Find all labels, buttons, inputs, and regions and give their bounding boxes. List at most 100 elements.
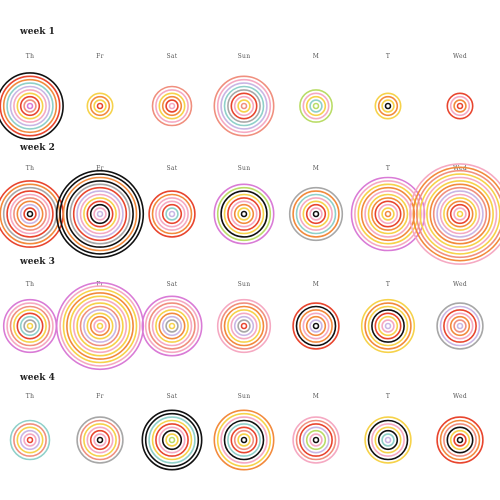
day-label: T bbox=[386, 281, 390, 288]
ring bbox=[13, 423, 47, 457]
ring bbox=[227, 89, 261, 123]
week-row: week 3 Th Fr Sat Sun M T Wed bbox=[2, 257, 484, 371]
ring bbox=[377, 315, 399, 337]
ring bbox=[456, 210, 464, 218]
ring bbox=[377, 95, 399, 117]
ring bbox=[233, 203, 255, 225]
day-label: Wed bbox=[453, 281, 467, 288]
day-ring-cluster bbox=[436, 416, 484, 464]
ring bbox=[419, 173, 500, 255]
day-label: Th bbox=[26, 53, 34, 60]
ring bbox=[220, 416, 268, 464]
ring bbox=[292, 302, 340, 350]
ring bbox=[367, 193, 409, 235]
ring bbox=[155, 197, 189, 231]
ring bbox=[79, 193, 121, 235]
day-label: Wed bbox=[453, 393, 467, 400]
ring bbox=[384, 102, 392, 110]
ring bbox=[9, 85, 51, 127]
ring bbox=[371, 197, 405, 231]
day-ring-cluster bbox=[213, 183, 275, 245]
ring bbox=[360, 298, 416, 354]
ring bbox=[96, 322, 104, 330]
ring bbox=[161, 315, 183, 337]
ring bbox=[377, 203, 399, 225]
ring bbox=[79, 419, 121, 461]
ring bbox=[233, 315, 255, 337]
ring bbox=[220, 82, 268, 130]
ring bbox=[96, 210, 104, 218]
ring bbox=[305, 429, 327, 451]
ring bbox=[16, 426, 44, 454]
ring bbox=[216, 412, 272, 468]
ring bbox=[233, 429, 255, 451]
ring bbox=[443, 309, 477, 343]
day-ring-cluster bbox=[55, 169, 145, 259]
ring bbox=[374, 92, 402, 120]
ring bbox=[237, 207, 251, 221]
ring bbox=[429, 183, 491, 245]
day-label: Sun bbox=[238, 165, 251, 172]
ring bbox=[227, 197, 261, 231]
ring bbox=[453, 207, 467, 221]
ring bbox=[165, 319, 179, 333]
ring bbox=[223, 85, 265, 127]
ring bbox=[158, 426, 186, 454]
ring bbox=[76, 302, 124, 350]
ring bbox=[59, 173, 141, 255]
ring bbox=[381, 99, 395, 113]
ring bbox=[6, 302, 54, 350]
ring bbox=[350, 176, 426, 252]
ring bbox=[456, 322, 464, 330]
day-label: Wed bbox=[453, 53, 467, 60]
ring bbox=[240, 102, 248, 110]
ring bbox=[295, 419, 337, 461]
ring bbox=[223, 193, 265, 235]
ring bbox=[305, 95, 327, 117]
weeks-layer: week 1 Th Fr Sat Sun M T Wed week 2 Th Fr Sat Sun M T W… bbox=[0, 27, 500, 471]
day-ring-cluster bbox=[374, 92, 402, 120]
ring bbox=[436, 416, 484, 464]
ring bbox=[374, 200, 402, 228]
ring bbox=[216, 298, 272, 354]
ring bbox=[299, 423, 333, 457]
ring bbox=[227, 309, 261, 343]
ring bbox=[76, 416, 124, 464]
ring bbox=[23, 319, 37, 333]
ring bbox=[79, 305, 121, 347]
week-label: week 2 bbox=[19, 143, 55, 153]
ring bbox=[302, 312, 330, 340]
ring bbox=[93, 207, 107, 221]
ring bbox=[96, 436, 104, 444]
ring bbox=[412, 166, 500, 262]
day-label: Fr bbox=[96, 53, 104, 60]
ring bbox=[151, 419, 193, 461]
ring bbox=[148, 416, 196, 464]
ring bbox=[26, 322, 34, 330]
ring bbox=[168, 322, 176, 330]
ring bbox=[26, 102, 34, 110]
ring bbox=[453, 319, 467, 333]
week-label: week 4 bbox=[19, 373, 55, 383]
ring bbox=[155, 309, 189, 343]
ring bbox=[213, 409, 275, 471]
day-label: Th bbox=[26, 165, 34, 172]
ring bbox=[83, 197, 117, 231]
day-ring-cluster bbox=[213, 409, 275, 471]
ring bbox=[16, 312, 44, 340]
ring bbox=[0, 72, 64, 140]
ring bbox=[86, 426, 114, 454]
ring bbox=[72, 186, 128, 242]
ring bbox=[422, 176, 498, 252]
ring bbox=[16, 92, 44, 120]
ring bbox=[233, 95, 255, 117]
ring bbox=[449, 315, 471, 337]
day-label: M bbox=[313, 165, 319, 172]
day-ring-cluster bbox=[0, 180, 64, 248]
ring bbox=[415, 169, 500, 259]
ring bbox=[309, 99, 323, 113]
ring bbox=[9, 193, 51, 235]
ring bbox=[93, 319, 107, 333]
ring bbox=[26, 436, 34, 444]
